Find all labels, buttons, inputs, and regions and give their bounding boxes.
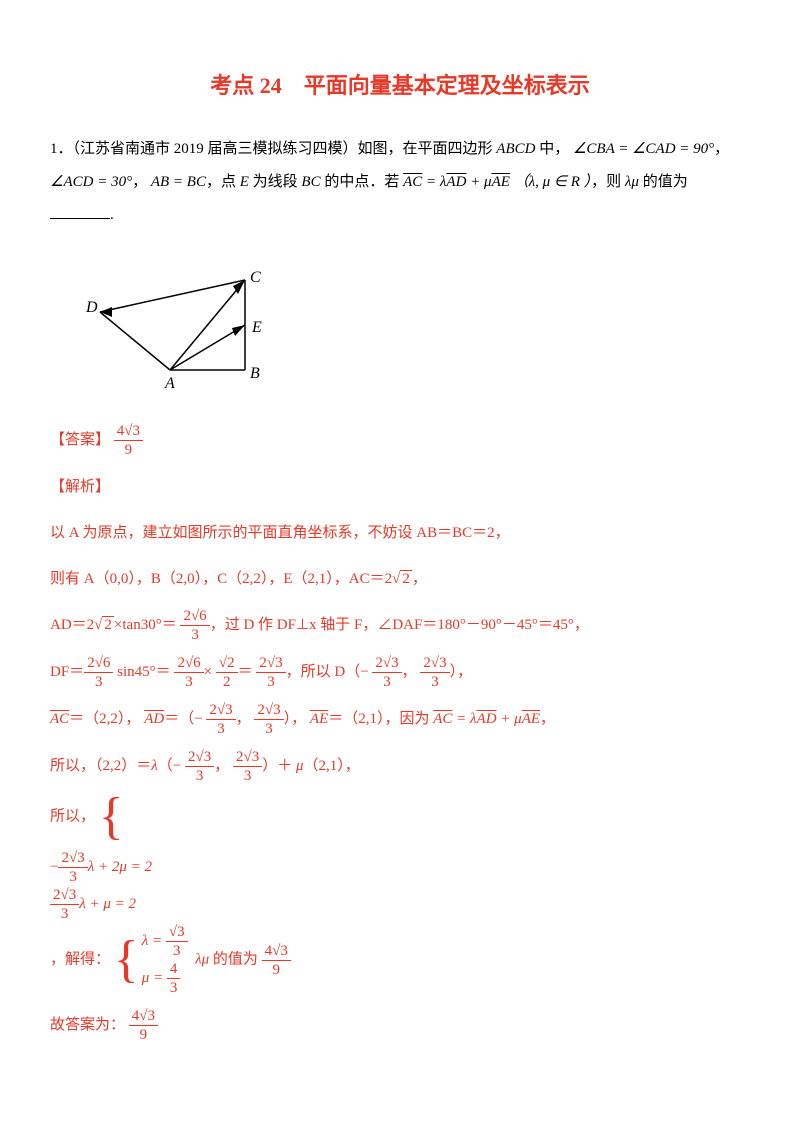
analysis-line8: 故答案为： 4√39 — [50, 1007, 750, 1044]
cond2: ∠ACD = 30° — [50, 174, 132, 190]
vec-ad: AD — [446, 174, 466, 190]
text: 中， — [539, 141, 569, 157]
text: ， — [132, 174, 147, 190]
analysis-line1: 以 A 为原点，建立如图所示的平面直角坐标系，不妨设 AB＝BC＝2， — [50, 515, 750, 551]
text: 的值为 — [643, 174, 688, 190]
seg-bc: BC — [301, 174, 320, 190]
problem-number: 1． — [50, 141, 73, 157]
text: 的中点．若 — [324, 174, 399, 190]
text: ，点 — [206, 174, 236, 190]
geometry-diagram: A B C D E — [80, 250, 750, 404]
svg-text:C: C — [250, 269, 261, 286]
cond1: ∠CBA = ∠CAD = 90° — [573, 141, 714, 157]
analysis-line4: DF＝2√63 sin45°＝ 2√63× √22＝ 2√33，所以 D（− 2… — [50, 654, 750, 691]
page-title: 考点 24 平面向量基本定理及坐标表示 — [50, 60, 750, 113]
cond3: AB = BC — [151, 174, 206, 190]
text: ， — [714, 141, 729, 157]
vec-ae: AE — [492, 174, 510, 190]
vec-ac: AC — [403, 174, 422, 190]
svg-text:B: B — [250, 365, 260, 382]
plus: + μ — [470, 174, 491, 190]
analysis-line7: 所以， { — [50, 795, 750, 839]
svg-text:D: D — [85, 299, 98, 316]
svg-text:E: E — [251, 319, 262, 336]
analysis-line6: 所以，（2,2）＝λ（− 2√33， 2√33）＋ μ（2,1）， — [50, 748, 750, 785]
eq: = λ — [426, 174, 446, 190]
analysis-line2: 则有 A（0,0），B（2,0），C（2,2），E（2,1），AC＝22， — [50, 561, 750, 597]
solution-block: 【答案】 4√3 9 【解析】 以 A 为原点，建立如图所示的平面直角坐标系，不… — [50, 422, 750, 1045]
analysis-line5: AC＝（2,2）， AD＝（− 2√33， 2√33）， AE＝（2,1），因为… — [50, 701, 750, 738]
problem-source: （江苏省南通市 2019 届高三模拟练习四模）如图，在平面四边形 — [73, 141, 493, 157]
answer-blank — [50, 218, 110, 219]
text: 为线段 — [253, 174, 298, 190]
svg-text:A: A — [164, 375, 175, 390]
text: . — [110, 207, 114, 223]
pt-e: E — [240, 174, 249, 190]
shape-name: ABCD — [496, 141, 535, 157]
text: ，则 — [591, 174, 621, 190]
answer-value: 4√3 9 — [114, 422, 143, 459]
domain: （λ, μ ∈ R ） — [514, 174, 592, 190]
product: λμ — [625, 174, 639, 190]
analysis-line3: AD＝22×tan30°＝ 2√63，过 D 作 DF⊥x 轴于 F，∠DAF＝… — [50, 607, 750, 644]
analysis-label: 【解析】 — [50, 479, 110, 495]
problem-text: 1．（江苏省南通市 2019 届高三模拟练习四模）如图，在平面四边形 ABCD … — [50, 133, 750, 232]
answer-label: 【答案】 — [50, 432, 110, 448]
